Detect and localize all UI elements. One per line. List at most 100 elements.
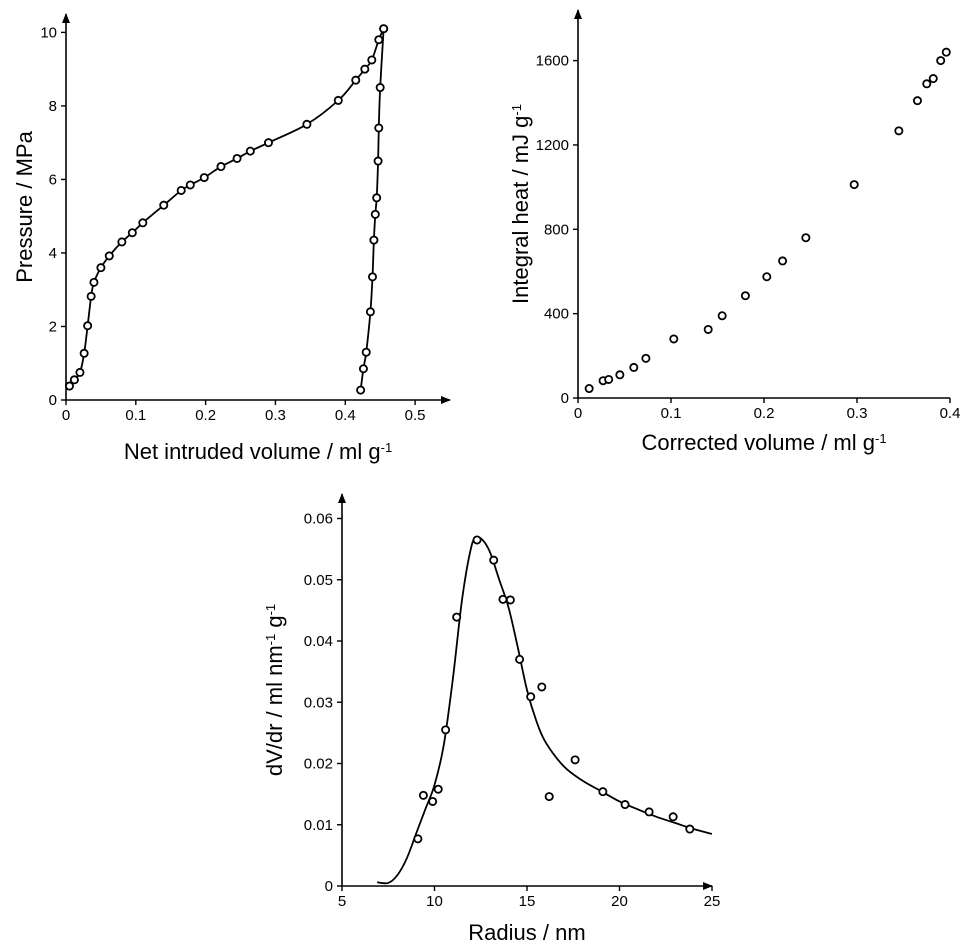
data-point [936,56,946,66]
series-curve [359,28,385,391]
data-point [373,156,383,166]
data-point [263,138,273,148]
x-axis-title: Corrected volume / ml g-1 [641,430,886,455]
data-point [740,291,750,301]
data-point [849,180,859,190]
series-curve [68,28,385,387]
y-axis-title-part-3: -1 [263,604,278,616]
data-point [894,126,904,136]
chart-integral-heat: 0 0.1 0.2 0.3 0.4 0 400 800 1200 1600 Corrected vo… [508,9,960,455]
data-point [629,362,639,372]
x-axis-title-part-0: Radius / nm [468,920,585,945]
data-point [584,384,594,394]
x-tick-label: 20 [611,893,628,910]
x-tick-label: 0.4 [940,405,960,422]
data-point [86,291,96,301]
y-tick-label: 0.06 [304,511,333,528]
data-point [83,321,93,331]
data-point [505,595,515,605]
x-tick-label: 0.1 [661,405,682,422]
data-point [418,790,428,800]
data-point [138,218,148,228]
x-tick-label: 0 [574,405,582,422]
y-tick-label: 2 [49,318,57,335]
y-tick-label: 0.01 [304,817,333,834]
data-point [472,535,482,545]
x-tick-label: 0 [62,407,70,424]
data-point [570,755,580,765]
y-axis-title-part-0: Pressure / MPa [12,130,37,282]
x-axis-arrow [703,882,713,890]
data-point [668,812,678,822]
data-point [379,24,389,34]
x-tick-label: 0.5 [405,407,426,424]
data-point [912,96,922,106]
data-point [515,654,525,664]
y-tick-label: 400 [544,306,569,323]
data-point [245,146,255,156]
y-tick-label: 1600 [536,53,569,70]
data-point [199,173,209,183]
y-tick-label: 0 [49,392,57,409]
data-point [489,555,499,565]
data-point [232,153,242,163]
y-axis-title-part-1: -1 [509,104,524,116]
x-tick-label: 10 [426,893,443,910]
data-point [358,364,368,374]
data-point [89,277,99,287]
data-point [526,692,536,702]
data-point [369,235,379,245]
data-point [762,272,772,282]
x-axis-title-part-1: -1 [875,431,887,446]
data-point [64,381,74,391]
chart-intrusion: 0 0.1 0.2 0.3 0.4 0.5 0 2 4 6 8 10 Net intruded volu… [12,13,451,464]
data-point [104,251,114,261]
data-point [801,233,811,243]
data-point [367,55,377,65]
data-point [375,83,385,93]
series-curve [377,536,713,885]
data-point [441,725,451,735]
y-axis-title: Pressure / MPa [12,130,37,282]
data-point [117,237,127,247]
data-point [69,375,79,385]
y-axis-arrow [338,493,346,503]
data-point [96,263,106,273]
data-point [498,594,508,604]
data-point [428,796,438,806]
y-tick-label: 0 [325,878,333,895]
x-tick-label: 5 [338,893,346,910]
data-point [360,64,370,74]
y-tick-label: 0 [561,390,569,407]
y-axis-title: dV/dr / ml nm-1 g-1 [262,604,287,776]
x-tick-label: 25 [704,893,721,910]
y-axis-title-part-1: -1 [263,634,278,646]
data-point [356,385,366,395]
y-tick-label: 6 [49,171,57,188]
chart-pore-size-distribution: 5 10 15 20 25 0 0.01 0.02 0.03 0.04 0.05 0.06 Radius… [262,493,720,945]
data-point [372,193,382,203]
data-point [127,228,137,238]
data-point [176,185,186,195]
data-point [433,784,443,794]
y-axis-title: Integral heat / mJ g-1 [508,104,533,304]
y-axis-title-part-0: Integral heat / mJ g [508,116,533,304]
data-point [452,612,462,622]
x-tick-label: 0.3 [847,405,868,422]
data-point [368,272,378,282]
data-point [598,787,608,797]
data-point [361,347,371,357]
data-point [185,180,195,190]
data-point [75,367,85,377]
data-point [370,209,380,219]
data-point [351,75,361,85]
x-tick-label: 0.3 [265,407,286,424]
data-point [537,682,547,692]
data-point [604,374,614,384]
data-point [928,74,938,84]
data-point [216,162,226,172]
y-tick-label: 0.02 [304,756,333,773]
data-point [365,307,375,317]
y-tick-label: 10 [40,24,57,41]
